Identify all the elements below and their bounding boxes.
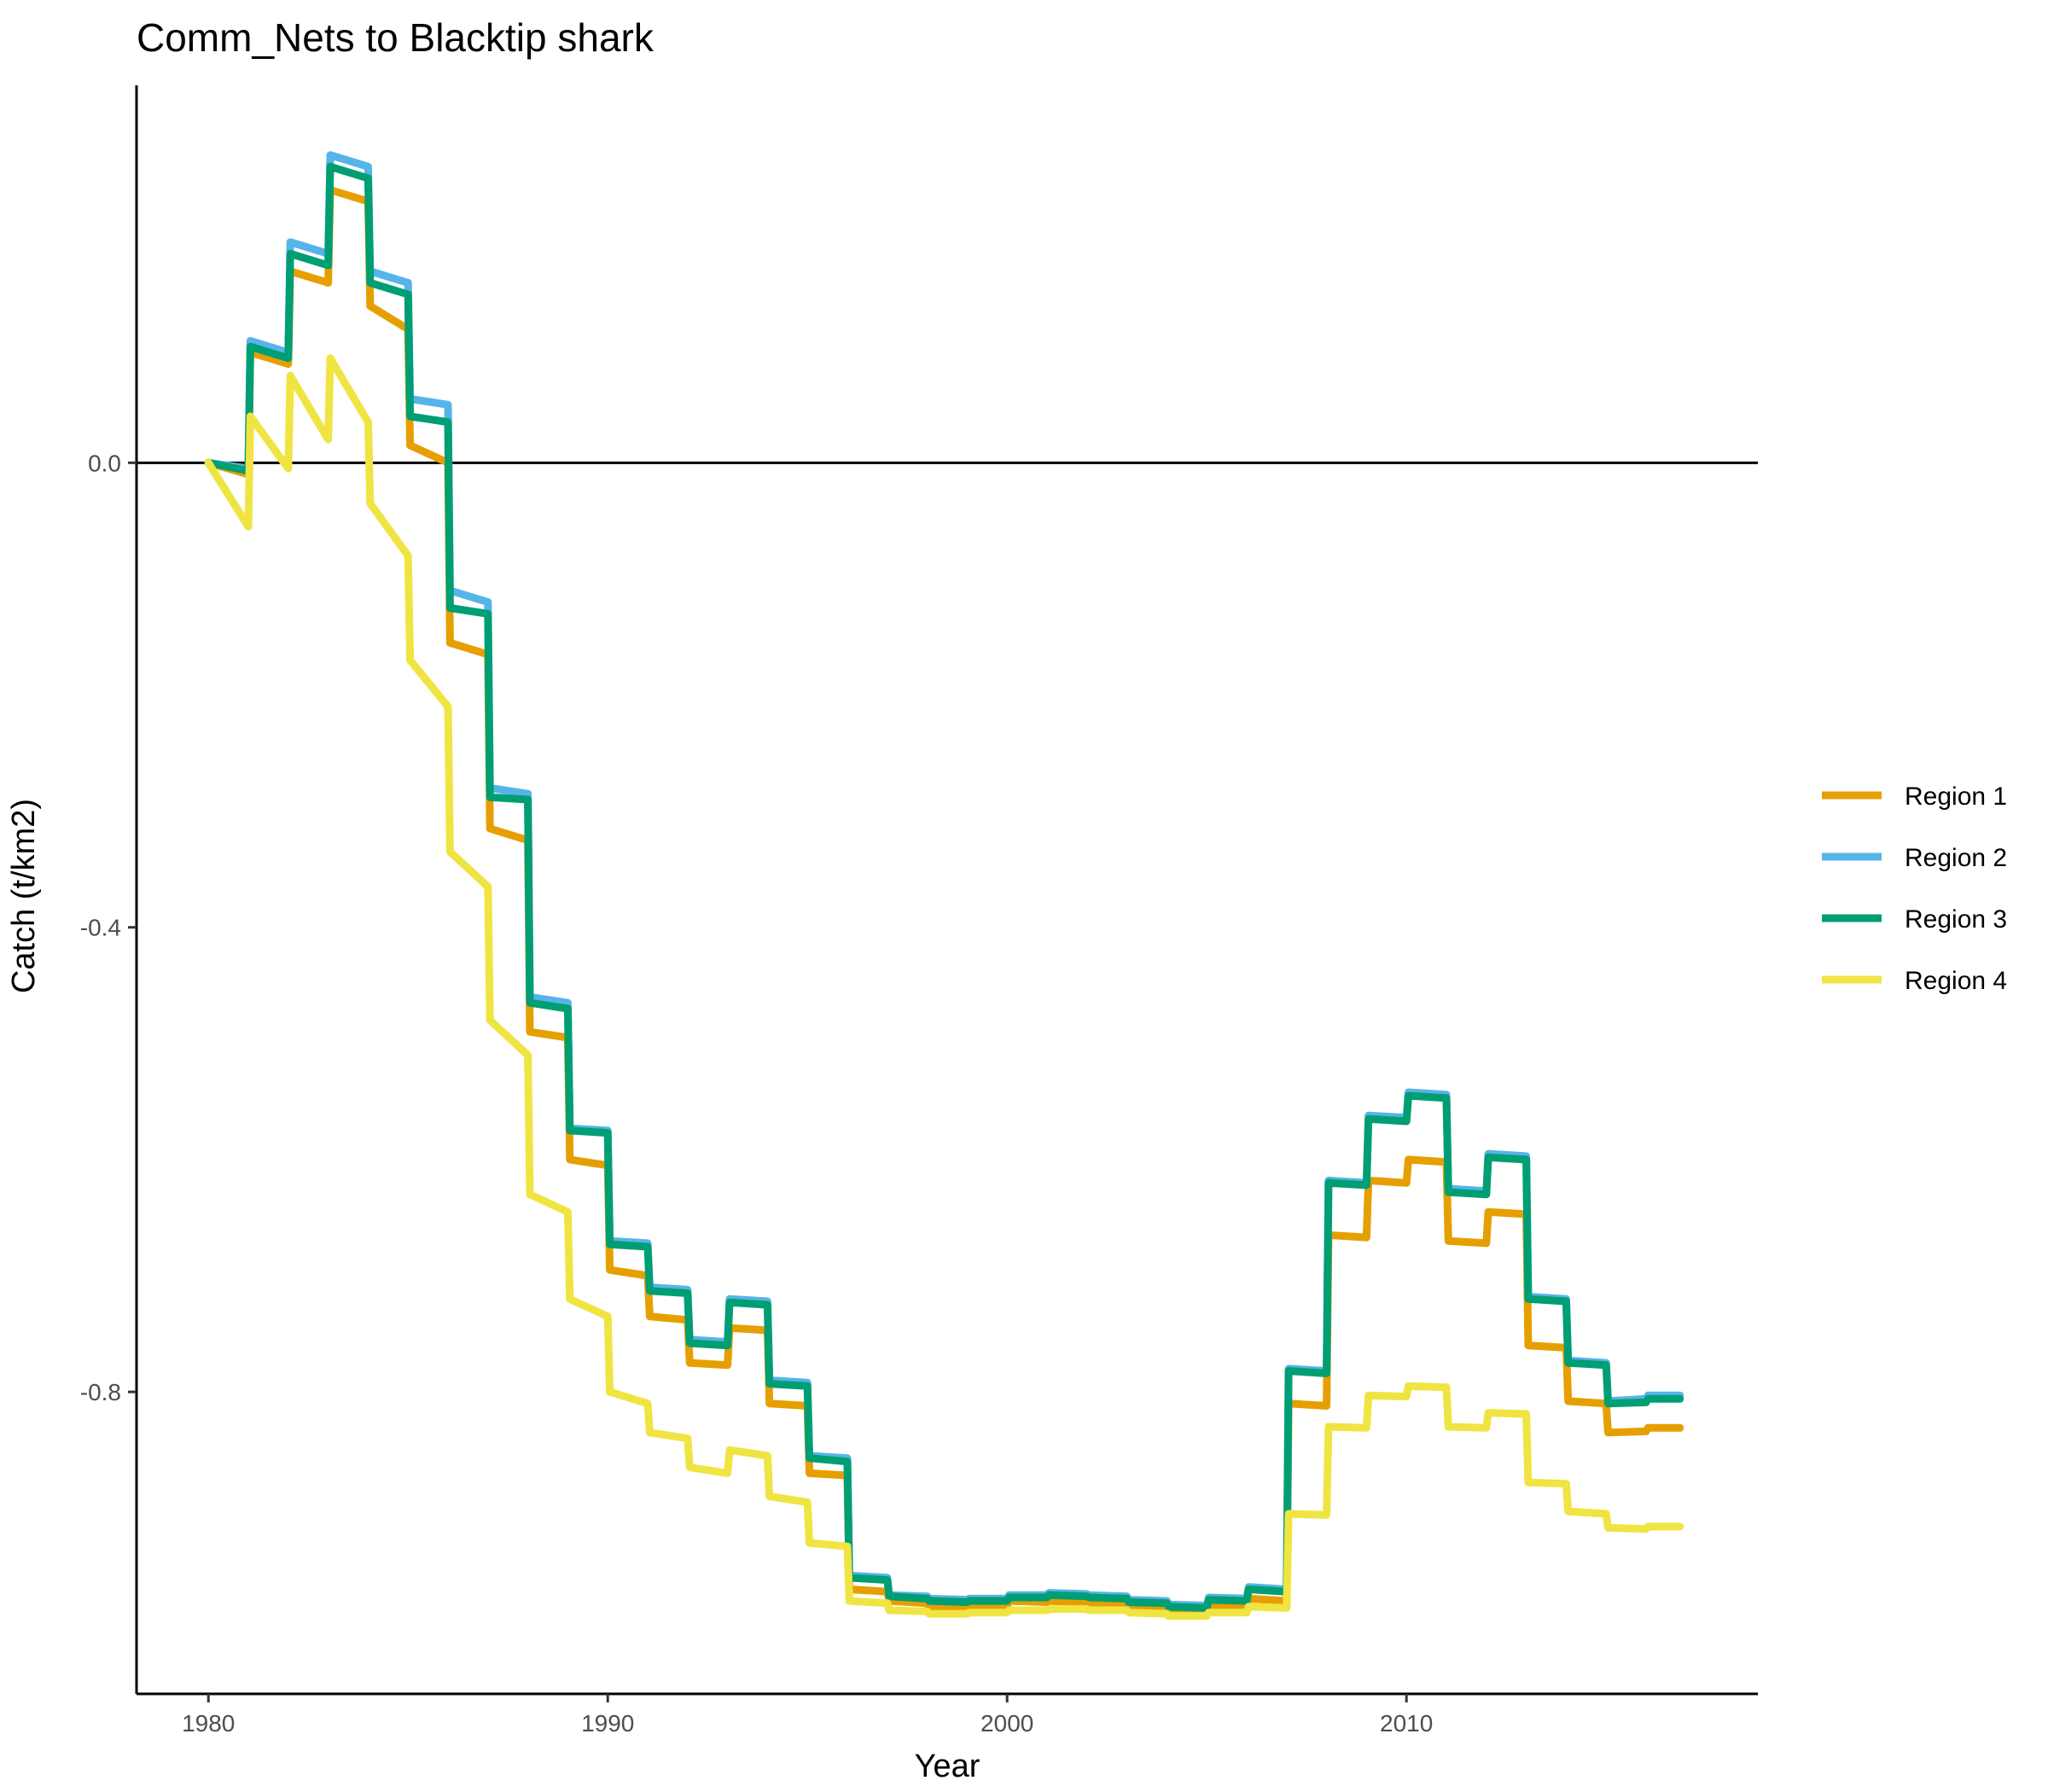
x-tick-label: 2000 bbox=[980, 1710, 1033, 1737]
chart-title: Comm_Nets to Blacktip shark bbox=[137, 15, 655, 60]
y-tick-label: 0.0 bbox=[88, 450, 121, 476]
legend-label-region-2: Region 2 bbox=[1905, 844, 2007, 872]
x-tick-label: 2010 bbox=[1380, 1710, 1433, 1737]
legend-label-region-1: Region 1 bbox=[1905, 783, 2007, 811]
y-tick-label: -0.4 bbox=[80, 915, 121, 941]
legend: Region 1 Region 2 Region 3 Region 4 bbox=[1822, 783, 2007, 995]
series-line-region-2 bbox=[204, 151, 1684, 1610]
y-axis-title: Catch (t/km2) bbox=[6, 799, 42, 993]
legend-label-region-3: Region 3 bbox=[1905, 905, 2007, 934]
y-tick-label: -0.8 bbox=[80, 1379, 121, 1405]
legend-label-region-4: Region 4 bbox=[1905, 967, 2007, 995]
series-line-region-3 bbox=[204, 162, 1684, 1612]
plot-area: 1980 1990 2000 2010 0.0 -0.4 -0.8 bbox=[80, 85, 1758, 1737]
series-line-region-4 bbox=[204, 354, 1684, 1620]
x-tick-label: 1990 bbox=[581, 1710, 634, 1737]
series-line-region-1 bbox=[204, 186, 1684, 1618]
x-tick-label: 1980 bbox=[182, 1710, 235, 1737]
x-axis-title: Year bbox=[915, 1748, 980, 1784]
